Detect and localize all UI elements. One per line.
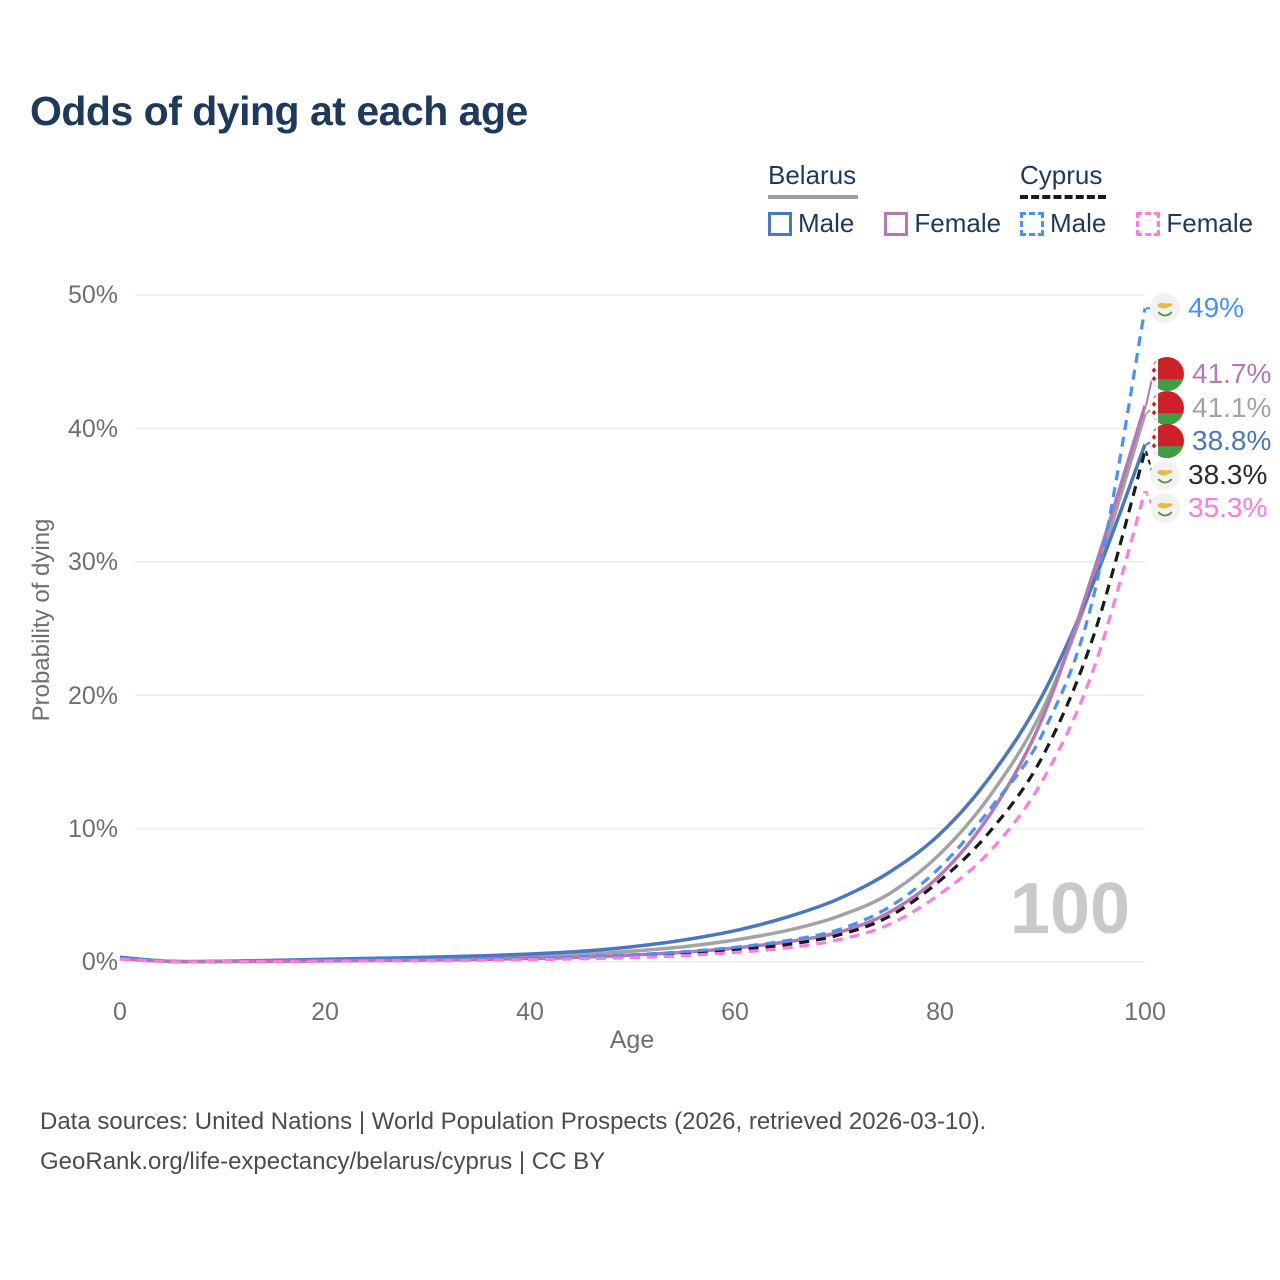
legend-group-cyprus: Cyprus Male Female: [1020, 160, 1275, 239]
belarus-male-swatch: [768, 211, 792, 236]
chart-title: Odds of dying at each age: [30, 88, 528, 134]
cyprus-flag-icon: [1150, 459, 1180, 490]
y-tick: 20%: [67, 682, 118, 710]
y-tick: 0%: [81, 948, 118, 976]
end-label-cyprus-female: 35.3%: [1150, 490, 1267, 526]
end-label-belarus-female: 41.7%: [1150, 356, 1271, 392]
attribution-line: GeoRank.org/life-expectancy/belarus/cypr…: [40, 1148, 606, 1175]
x-tick: 40: [516, 998, 544, 1026]
cyprus-flag-icon: [1150, 293, 1180, 324]
belarus-linestyle-sample: [768, 195, 858, 199]
series-line-belarus-female: [119, 405, 1147, 964]
series-line-cyprus-both-sexes: [119, 450, 1147, 964]
y-tick: 10%: [67, 815, 118, 843]
age-counter-watermark: 100: [1009, 869, 1131, 949]
x-tick: 100: [1124, 998, 1166, 1026]
legend-item-cyprus-female[interactable]: Female: [1136, 208, 1253, 239]
end-label-cyprus-both: 38.3%: [1150, 457, 1267, 493]
end-value: 41.7%: [1192, 358, 1272, 390]
x-tick: 20: [311, 998, 339, 1026]
cyprus-female-swatch: [1136, 211, 1161, 236]
legend-item-belarus-male[interactable]: Male: [768, 208, 854, 239]
end-value: 41.1%: [1192, 391, 1272, 423]
legend-group-belarus: Belarus Male Female: [768, 160, 1023, 239]
end-label-belarus-both: 41.1%: [1150, 390, 1271, 426]
end-value: 38.3%: [1188, 458, 1268, 490]
legend-label: Female: [1166, 208, 1254, 238]
x-axis-label: Age: [609, 1026, 655, 1054]
cyprus-male-swatch: [1020, 211, 1044, 236]
y-tick: 30%: [67, 548, 118, 576]
end-label-belarus-male: 38.8%: [1150, 423, 1271, 459]
series-line-cyprus-female: [119, 490, 1147, 964]
x-tick: 60: [721, 998, 749, 1026]
belarus-flag-icon: [1150, 424, 1184, 459]
data-source-line: Data sources: United Nations | World Pop…: [40, 1108, 987, 1135]
x-tick: 80: [926, 998, 954, 1026]
end-value: 38.8%: [1192, 425, 1272, 457]
end-value: 49%: [1188, 292, 1245, 324]
end-label-cyprus-male: 49%: [1150, 290, 1244, 326]
cyprus-flag-icon: [1150, 493, 1180, 524]
legend-label: Male: [798, 208, 855, 238]
x-tick: 0: [113, 998, 127, 1026]
y-tick: 50%: [67, 281, 118, 309]
legend-label: Female: [914, 208, 1002, 238]
y-tick: 40%: [67, 415, 118, 443]
belarus-female-swatch: [884, 211, 909, 236]
series-line-cyprus-male: [119, 308, 1147, 964]
y-axis-label: Probability of dying: [28, 518, 55, 722]
belarus-flag-icon: [1150, 390, 1184, 425]
legend-item-cyprus-male[interactable]: Male: [1020, 208, 1106, 239]
belarus-flag-icon: [1150, 357, 1184, 392]
legend-item-belarus-female[interactable]: Female: [884, 208, 1001, 239]
legend-country-cyprus[interactable]: Cyprus: [1020, 160, 1103, 190]
legend-country-belarus[interactable]: Belarus: [768, 160, 857, 190]
end-value: 35.3%: [1188, 492, 1268, 524]
legend-label: Male: [1050, 208, 1107, 238]
cyprus-linestyle-sample: [1020, 195, 1106, 199]
